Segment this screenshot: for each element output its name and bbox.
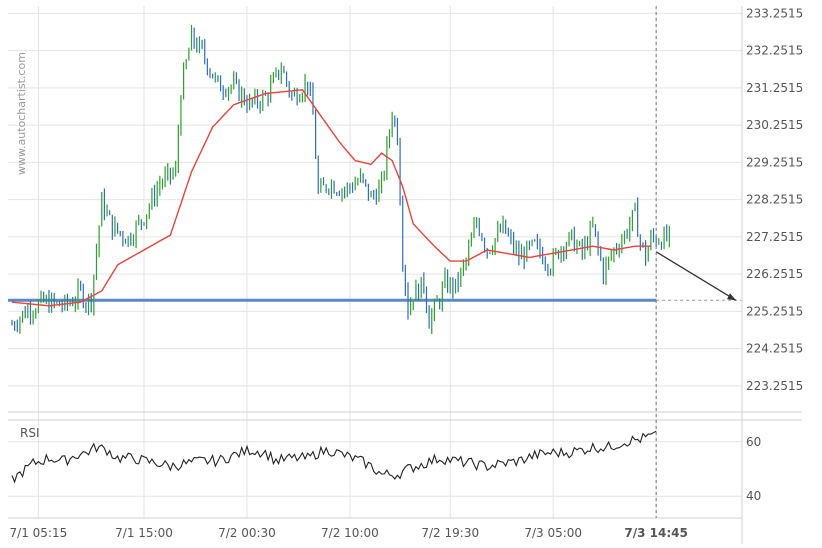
price-tick-label: 233.2515 (746, 6, 803, 20)
rsi-tick-label: 40 (746, 489, 761, 503)
forecast-line (655, 251, 737, 301)
price-tick-label: 229.2515 (746, 155, 803, 169)
price-tick-label: 228.2515 (746, 193, 803, 207)
moving-average (11, 89, 651, 307)
price-tick-label: 224.2515 (746, 342, 803, 356)
x-tick-label: 7/1 05:15 (10, 526, 68, 540)
grid-lines (8, 6, 742, 518)
rsi-line (11, 430, 657, 484)
price-tick-label: 227.2515 (746, 230, 803, 244)
price-tick-label: 230.2515 (746, 118, 803, 132)
price-bars (11, 24, 670, 335)
watermark: www.autochartist.com (15, 52, 28, 175)
moving-average-line (11, 89, 651, 307)
axes: 233.2515 232.2515 231.2515 230.2515 229.2515… (8, 6, 803, 544)
price-tick-label: 232.2515 (746, 44, 803, 58)
rsi-label: RSI (20, 426, 40, 440)
x-tick-label: 7/2 19:30 (421, 526, 479, 540)
forecast-arrow (655, 251, 737, 301)
x-tick-label: 7/3 14:45 (624, 526, 687, 540)
price-tick-label: 226.2515 (746, 267, 803, 281)
rsi-panel (11, 430, 657, 484)
price-tick-label: 225.2515 (746, 304, 803, 318)
x-tick-label: 7/2 00:30 (218, 526, 276, 540)
price-tick-label: 231.2515 (746, 81, 803, 95)
x-tick-label: 7/3 05:00 (524, 526, 582, 540)
x-tick-label: 7/2 10:00 (321, 526, 379, 540)
rsi-tick-label: 60 (746, 435, 761, 449)
forecast-arrowhead (727, 293, 736, 301)
price-tick-label: 223.2515 (746, 379, 803, 393)
x-tick-label: 7/1 15:00 (115, 526, 173, 540)
